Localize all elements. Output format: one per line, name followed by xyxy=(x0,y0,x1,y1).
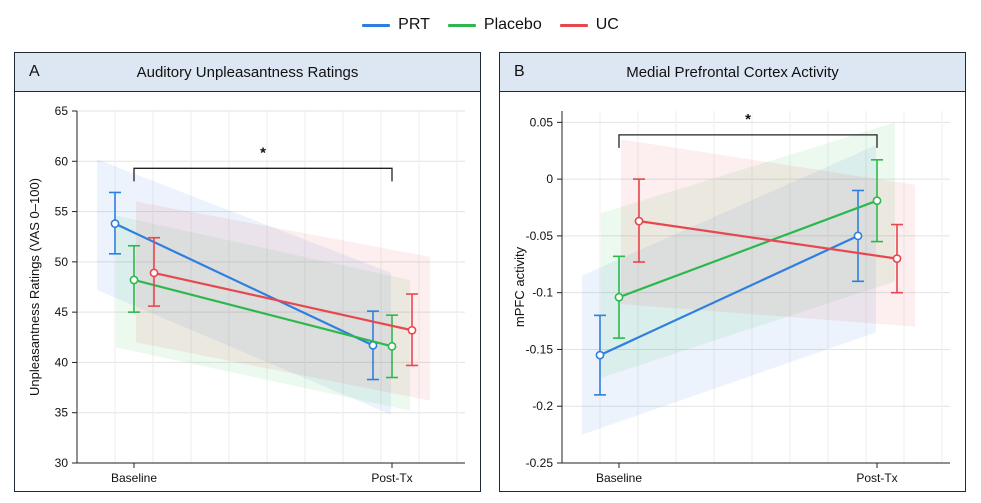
legend-swatch-uc xyxy=(559,23,588,27)
chart-a-line-placebo xyxy=(133,278,393,348)
chart-b-ytick-label-4: -0.05 xyxy=(526,229,554,243)
panel-a-title: Auditory Unpleasantness Ratings xyxy=(136,63,359,81)
chart-b-xtick-label-1: Post-Tx xyxy=(856,471,897,485)
chart-b-ytick-label-3: -0.1 xyxy=(532,286,553,300)
chart-a-ytick-label-0: 30 xyxy=(55,456,69,470)
chart-a-ytick-label-3: 45 xyxy=(55,305,69,319)
chart-b-band-uc xyxy=(621,139,915,327)
chart-a-xtick-label-0: Baseline xyxy=(111,471,157,485)
chart-b-point-prt-0 xyxy=(595,350,605,360)
chart-b-ytick-label-0: -0.25 xyxy=(526,456,554,470)
chart-a-point-prt-0 xyxy=(110,219,120,229)
legend-item-prt: PRT xyxy=(362,16,430,34)
legend-label-placebo: Placebo xyxy=(483,16,542,33)
panel-b-title: Medial Prefrontal Cortex Activity xyxy=(626,63,839,81)
panel-b: B Medial Prefrontal Cortex Activity -0.2… xyxy=(499,52,966,492)
chart-b-point-placebo-1 xyxy=(872,196,882,206)
panel-b-label: B xyxy=(514,63,525,80)
chart-b-ytick-label-2: -0.15 xyxy=(526,342,554,356)
chart-a-point-placebo-1 xyxy=(387,341,397,351)
chart-b-line-uc xyxy=(638,220,898,260)
chart-b-band-prt xyxy=(582,145,876,435)
legend-swatch-placebo xyxy=(447,23,476,27)
legend-label-uc: UC xyxy=(595,16,619,33)
chart-b: -0.25 -0.2 -0.15 -0.1 -0.05 0 0.05 Baseline Post… xyxy=(512,111,950,485)
chart-b-line-placebo xyxy=(618,199,878,299)
chart-a-band-prt xyxy=(97,159,391,415)
chart-a-ytick-label-1: 35 xyxy=(55,406,69,420)
chart-a-point-uc-0 xyxy=(149,268,159,278)
chart-a-xtick-label-1: Post-Tx xyxy=(371,471,412,485)
chart-b-point-placebo-0 xyxy=(614,292,624,302)
chart-a-significance-star: * xyxy=(260,144,266,161)
chart-b-significance-bracket xyxy=(618,134,878,148)
chart-b-line-prt xyxy=(599,234,859,357)
legend-label-prt: PRT xyxy=(398,16,430,33)
chart-a-ytick-label-6: 60 xyxy=(55,154,69,168)
chart-b-ytick-label-1: -0.2 xyxy=(532,399,553,413)
chart-b-ytick-label-5: 0 xyxy=(546,172,553,186)
chart-a-line-uc xyxy=(153,271,413,332)
panel-b-header: B Medial Prefrontal Cortex Activity xyxy=(500,53,965,92)
chart-a-significance-bracket xyxy=(133,167,393,182)
chart-a-y-axis-label: Unpleasantness Ratings (VAS 0–100) xyxy=(27,178,42,396)
legend-item-uc: UC xyxy=(559,16,619,34)
chart-b-significance-star: * xyxy=(745,111,751,128)
chart-a-line-prt xyxy=(114,222,374,347)
chart-b-point-uc-1 xyxy=(892,254,902,264)
chart-a-ytick-label-4: 50 xyxy=(55,255,69,269)
legend: PRT Placebo UC xyxy=(0,12,981,38)
chart-a: 30 35 40 45 50 55 60 65 Baseline Post-Tx Unpleasan… xyxy=(27,104,465,485)
chart-a-point-placebo-0 xyxy=(129,275,139,285)
chart-a-point-uc-1 xyxy=(407,325,417,335)
chart-a-ytick-label-2: 40 xyxy=(55,355,69,369)
chart-b-point-prt-1 xyxy=(853,231,863,241)
legend-swatch-prt xyxy=(362,23,391,27)
chart-a-ytick-label-5: 55 xyxy=(55,205,69,219)
panel-a-header: A Auditory Unpleasantness Ratings xyxy=(15,53,480,92)
chart-b-point-uc-0 xyxy=(634,216,644,226)
chart-b-xtick-label-0: Baseline xyxy=(596,471,642,485)
chart-b-y-axis-label: mPFC activity xyxy=(512,246,527,327)
legend-item-placebo: Placebo xyxy=(447,16,542,34)
panel-a-label: A xyxy=(29,63,40,80)
panel-a: A Auditory Unpleasantness Ratings 30 35 40… xyxy=(14,52,481,492)
chart-b-ytick-label-6: 0.05 xyxy=(530,115,554,129)
chart-a-ytick-label-7: 65 xyxy=(55,104,69,118)
